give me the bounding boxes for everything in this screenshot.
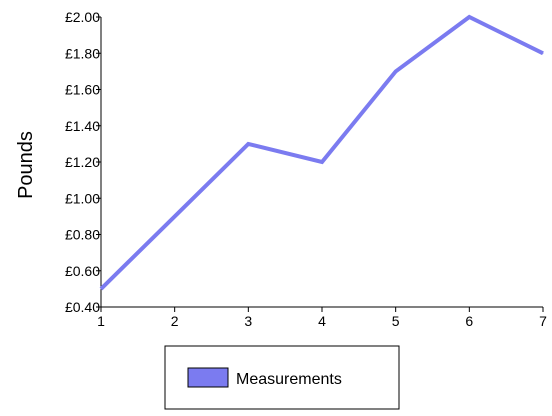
y-tick-label: £2.00 — [65, 9, 100, 25]
data-point — [100, 288, 102, 290]
x-tick-label: 7 — [539, 313, 547, 329]
x-tick-label: 4 — [318, 313, 326, 329]
legend-label: Measurements — [236, 371, 342, 388]
legend-swatch — [187, 367, 229, 388]
y-axis: £0.40 £0.60 £0.80 £1.00 £1.20 £1.40 £1.60 £1.80… — [65, 9, 102, 315]
legend-box — [164, 345, 400, 410]
data-point — [468, 16, 470, 18]
y-tick-label: £1.20 — [65, 154, 100, 170]
y-tick-label: £0.60 — [65, 263, 100, 279]
data-point — [247, 143, 249, 145]
x-axis: 1 2 3 4 5 6 7 — [97, 306, 547, 329]
data-point — [321, 161, 323, 163]
y-tick-label: £1.80 — [65, 45, 100, 61]
series-line-measurements — [99, 14, 544, 291]
y-tick-label: £0.40 — [65, 299, 100, 315]
x-tick-label: 3 — [244, 313, 252, 329]
y-tick-label: £0.80 — [65, 227, 100, 243]
y-axis-title: Pounds — [15, 131, 37, 199]
y-tick-label: £1.40 — [65, 118, 100, 134]
data-point — [174, 215, 176, 217]
series-layer — [99, 14, 544, 291]
data-point — [542, 52, 544, 54]
data-point — [395, 70, 397, 72]
y-tick-label: £1.00 — [65, 190, 100, 206]
x-tick-label: 1 — [97, 313, 105, 329]
x-tick-label: 6 — [465, 313, 473, 329]
x-tick-label: 5 — [392, 313, 400, 329]
legend: Measurements — [164, 345, 400, 410]
y-tick-label: £1.60 — [65, 82, 100, 98]
x-tick-label: 2 — [171, 313, 179, 329]
